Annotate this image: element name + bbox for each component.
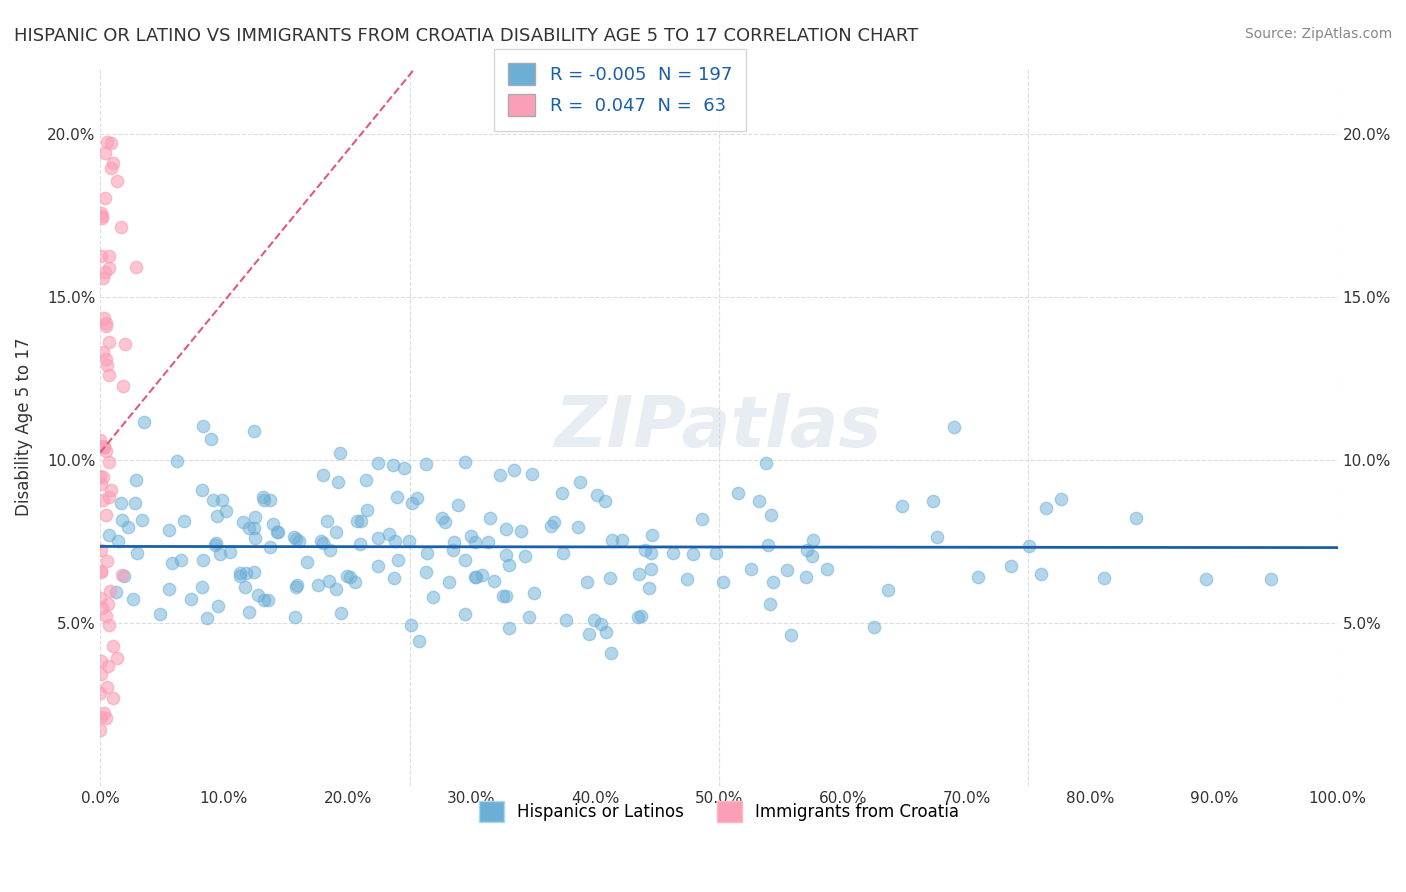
Point bbox=[759, 597, 782, 611]
Point bbox=[97, 659, 120, 673]
Point bbox=[309, 533, 332, 548]
Point bbox=[349, 537, 371, 551]
Point bbox=[593, 494, 616, 508]
Point bbox=[711, 574, 734, 589]
Point bbox=[93, 440, 115, 454]
Point bbox=[801, 533, 824, 548]
Point bbox=[315, 514, 337, 528]
Point bbox=[385, 490, 408, 504]
Point bbox=[401, 496, 423, 510]
Point bbox=[382, 458, 405, 473]
Point bbox=[110, 220, 132, 235]
Point bbox=[256, 592, 278, 607]
Point bbox=[779, 628, 801, 642]
Point bbox=[325, 525, 347, 540]
Point bbox=[759, 508, 782, 522]
Point bbox=[815, 561, 838, 575]
Point bbox=[98, 583, 121, 598]
Point bbox=[568, 475, 591, 489]
Point bbox=[125, 260, 148, 274]
Point bbox=[262, 516, 284, 531]
Point bbox=[318, 542, 340, 557]
Point bbox=[111, 513, 134, 527]
Point bbox=[492, 589, 515, 603]
Point bbox=[96, 554, 118, 568]
Point bbox=[89, 469, 111, 483]
Point bbox=[640, 546, 662, 560]
Point bbox=[91, 209, 114, 223]
Point bbox=[329, 446, 352, 460]
Point bbox=[295, 554, 318, 568]
Point bbox=[398, 533, 420, 548]
Point bbox=[285, 580, 308, 594]
Point bbox=[97, 249, 120, 263]
Point bbox=[205, 509, 228, 524]
Point bbox=[209, 547, 232, 561]
Point bbox=[602, 533, 624, 547]
Point bbox=[796, 543, 818, 558]
Point bbox=[90, 710, 112, 724]
Point bbox=[97, 527, 120, 541]
Point bbox=[465, 570, 488, 584]
Point bbox=[641, 528, 664, 542]
Point bbox=[367, 559, 389, 574]
Point bbox=[252, 490, 274, 504]
Point bbox=[91, 344, 114, 359]
Point bbox=[627, 609, 650, 624]
Point bbox=[285, 578, 308, 592]
Point bbox=[495, 589, 517, 603]
Point bbox=[422, 591, 444, 605]
Point bbox=[706, 546, 728, 560]
Point bbox=[540, 518, 562, 533]
Point bbox=[554, 613, 576, 627]
Point bbox=[149, 607, 172, 621]
Point bbox=[762, 575, 785, 590]
Point bbox=[543, 515, 565, 529]
Point bbox=[416, 546, 439, 560]
Point bbox=[100, 161, 122, 175]
Point bbox=[243, 566, 266, 580]
Point bbox=[96, 135, 118, 149]
Point bbox=[634, 542, 657, 557]
Point bbox=[157, 582, 180, 596]
Point bbox=[477, 535, 499, 549]
Point bbox=[94, 145, 117, 160]
Point bbox=[243, 424, 266, 438]
Point bbox=[207, 599, 229, 613]
Point bbox=[399, 618, 422, 632]
Point bbox=[307, 578, 329, 592]
Point bbox=[96, 508, 118, 522]
Point bbox=[464, 569, 486, 583]
Point bbox=[441, 542, 464, 557]
Point bbox=[925, 530, 948, 544]
Point bbox=[378, 527, 401, 541]
Point bbox=[801, 549, 824, 563]
Point bbox=[740, 562, 762, 576]
Point bbox=[93, 706, 115, 720]
Point bbox=[215, 504, 238, 518]
Point bbox=[1000, 559, 1022, 574]
Point bbox=[498, 558, 520, 572]
Point bbox=[180, 591, 202, 606]
Point bbox=[114, 336, 136, 351]
Y-axis label: Disability Age 5 to 17: Disability Age 5 to 17 bbox=[15, 338, 32, 516]
Point bbox=[193, 552, 215, 566]
Point bbox=[100, 483, 122, 497]
Point bbox=[98, 368, 121, 382]
Point bbox=[157, 523, 180, 537]
Point bbox=[329, 607, 352, 621]
Point bbox=[415, 565, 437, 579]
Point bbox=[637, 581, 659, 595]
Point bbox=[484, 574, 506, 588]
Point bbox=[346, 515, 368, 529]
Point bbox=[91, 211, 114, 225]
Point bbox=[922, 493, 945, 508]
Point bbox=[90, 542, 112, 557]
Point bbox=[288, 534, 311, 549]
Point bbox=[96, 597, 118, 611]
Point bbox=[105, 650, 128, 665]
Point bbox=[567, 520, 589, 534]
Point bbox=[246, 588, 269, 602]
Point bbox=[690, 512, 713, 526]
